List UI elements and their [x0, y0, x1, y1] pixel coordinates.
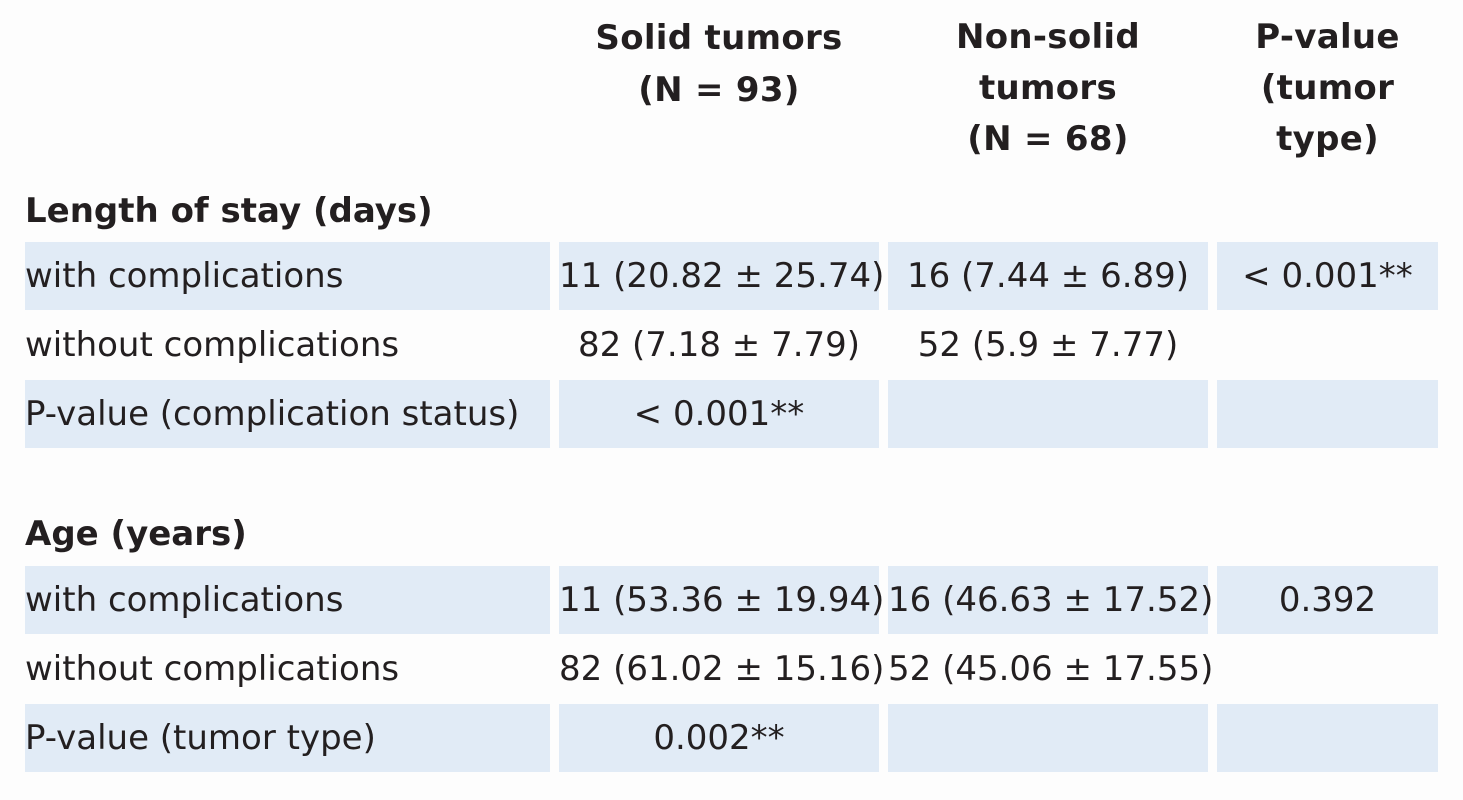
- table-row: P-value (complication status) < 0.001**: [0, 380, 1463, 448]
- row-label: without complications: [25, 325, 400, 365]
- row-label: without complications: [25, 649, 400, 689]
- cell-nonsolid: 52 (5.9 ± 7.77): [917, 325, 1179, 365]
- header-pvalue: P-value (tumor type): [1217, 12, 1438, 165]
- cell-nonsolid: 16 (46.63 ± 17.52): [888, 566, 1213, 634]
- cell-pvalue: < 0.001**: [1217, 242, 1438, 310]
- header-nonsolid-tumors: Non-solid tumors (N = 68): [888, 12, 1208, 165]
- row-label: with complications: [25, 566, 550, 634]
- table-row: P-value (tumor type) 0.002**: [0, 704, 1463, 772]
- cell-pvalue: [1217, 380, 1438, 448]
- cell-nonsolid: [888, 380, 1208, 448]
- row-label: with complications: [25, 242, 550, 310]
- header-pvalue-line-1: P-value: [1255, 17, 1400, 57]
- cell-solid: 82 (61.02 ± 15.16): [559, 649, 885, 689]
- table-row: without complications 82 (61.02 ± 15.16)…: [0, 635, 1463, 703]
- cell-nonsolid: 52 (45.06 ± 17.55): [888, 649, 1214, 689]
- header-nonsolid-line-2: tumors: [978, 68, 1118, 108]
- row-label: P-value (tumor type): [25, 704, 550, 772]
- header-nonsolid-line-1: Non-solid: [955, 17, 1141, 57]
- cell-pvalue: [1217, 704, 1438, 772]
- header-pvalue-line-2: (tumor: [1260, 68, 1395, 108]
- cell-pvalue: [1217, 635, 1438, 703]
- cell-solid: < 0.001**: [559, 380, 879, 448]
- section-title-length-of-stay: Length of stay (days): [25, 191, 433, 231]
- table-row: with complications 11 (53.36 ± 19.94) 16…: [0, 566, 1463, 634]
- cell-pvalue: 0.392: [1217, 566, 1438, 634]
- cell-solid: 82 (7.18 ± 7.79): [577, 325, 861, 365]
- header-solid-tumors: Solid tumors (N = 93): [559, 12, 879, 116]
- header-pvalue-line-3: type): [1276, 119, 1379, 159]
- header-solid-line-1: Solid tumors: [595, 18, 843, 58]
- cell-solid: 11 (53.36 ± 19.94): [559, 566, 884, 634]
- cell-nonsolid: 16 (7.44 ± 6.89): [888, 242, 1208, 310]
- cell-solid: 11 (20.82 ± 25.74): [559, 242, 884, 310]
- section-title-age: Age (years): [25, 514, 247, 554]
- cell-nonsolid: [888, 704, 1208, 772]
- header-solid-line-2: (N = 93): [638, 70, 800, 110]
- row-label: P-value (complication status): [25, 380, 550, 448]
- cell-pvalue: [1217, 311, 1438, 379]
- table-row: with complications 11 (20.82 ± 25.74) 16…: [0, 242, 1463, 310]
- cell-solid: 0.002**: [559, 704, 879, 772]
- table-row: without complications 82 (7.18 ± 7.79) 5…: [0, 311, 1463, 379]
- header-nonsolid-line-3: (N = 68): [967, 119, 1129, 159]
